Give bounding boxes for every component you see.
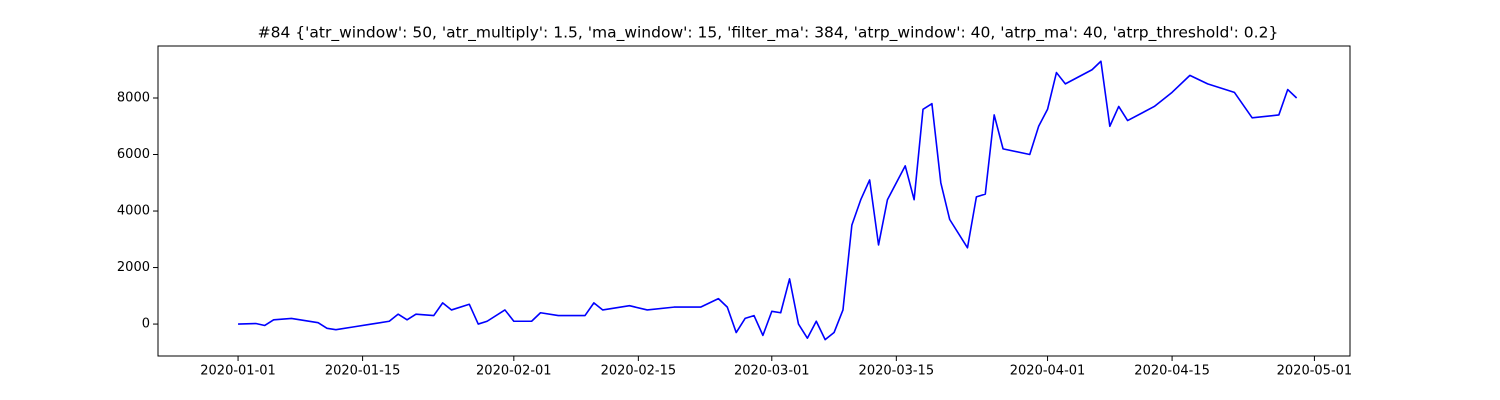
y-tick-label: 2000	[117, 260, 150, 275]
y-tick-label: 6000	[117, 147, 150, 162]
x-tick-label: 2020-01-01	[200, 364, 276, 379]
x-tick-label: 2020-02-01	[476, 364, 552, 379]
y-tick-label: 0	[142, 317, 150, 332]
plot-frame	[157, 45, 1351, 357]
y-tick-label: 4000	[117, 204, 150, 219]
line	[238, 60, 1298, 341]
x-tick-label: 2020-03-15	[859, 364, 935, 379]
x-tick-label: 2020-04-15	[1134, 364, 1210, 379]
y-tick-label: 8000	[117, 90, 150, 105]
x-tick-label: 2020-01-15	[325, 364, 401, 379]
x-tick-label: 2020-04-01	[1010, 364, 1086, 379]
x-tick-label: 2020-03-01	[734, 364, 810, 379]
chart-title: #84 {'atr_window': 50, 'atr_multiply': 1…	[258, 24, 1279, 43]
x-tick-label: 2020-05-01	[1277, 364, 1353, 379]
x-tick-label: 2020-02-15	[601, 364, 677, 379]
